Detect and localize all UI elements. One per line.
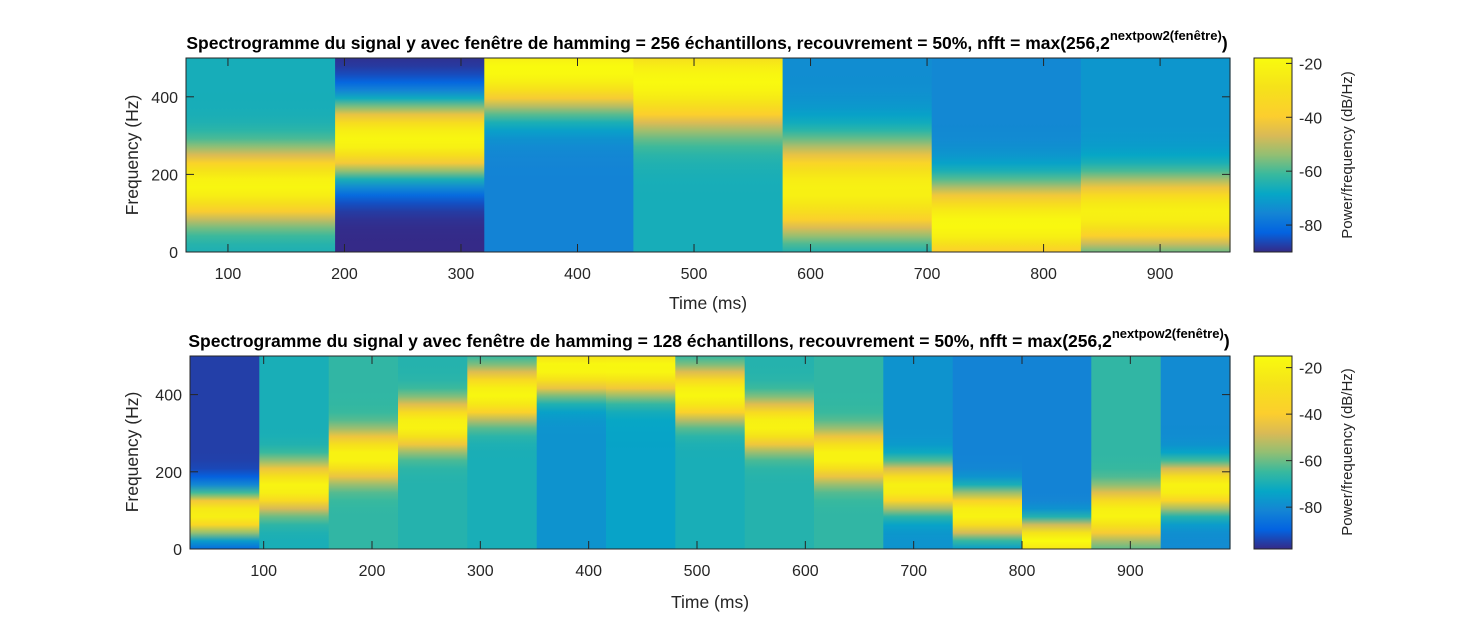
spectrogram-segment [633,58,784,252]
y-axis: 0 200 400 [151,90,1230,262]
colorbar-label: Power/frequency (dB/Hz) [1339,368,1356,536]
spectrogram-segment [814,356,884,549]
y-tick-label: 0 [169,245,178,262]
x-tick-label: 100 [250,563,277,580]
colorbar-tick-label: -80 [1299,218,1322,235]
spectrogram-segment [536,356,607,549]
spectrogram-segment [952,356,1023,549]
spectrogram-panel-256: Spectrogramme du signal y avec fenêtre d… [122,28,1356,313]
colorbar-label: Power/frequency (dB/Hz) [1339,71,1356,239]
colorbar-tick-label: -80 [1299,500,1322,517]
heatmap-area [190,356,1231,549]
colorbar-tick-label: -60 [1299,164,1322,181]
x-tick-label: 600 [792,563,819,580]
y-axis-label: Frequency (Hz) [122,392,142,513]
y-axis: 0 200 400 [155,388,1230,559]
spectrogram-segment [467,356,538,549]
y-tick-label: 400 [155,388,182,405]
y-tick-label: 200 [151,167,178,184]
x-tick-label: 400 [575,563,602,580]
x-tick-label: 400 [564,266,591,283]
x-axis-label: Time (ms) [669,293,747,313]
x-tick-label: 700 [900,563,927,580]
x-tick-label: 700 [914,266,941,283]
x-tick-label: 200 [331,266,358,283]
colorbar-tick-label: -20 [1299,361,1322,378]
spectrogram-panel-128: Spectrogramme du signal y avec fenêtre d… [122,326,1356,612]
spectrogram-segment [744,356,815,549]
spectrogram-segment [675,356,746,549]
spectrogram-segment [931,58,1082,252]
plot-frame [185,57,1231,253]
spectrogram-segment [398,356,468,549]
chart-title: Spectrogramme du signal y avec fenêtre d… [188,326,1229,351]
x-axis: 100 200 300 400 500 600 700 800 900 [250,356,1144,580]
colorbar-tick-label: -60 [1299,454,1322,471]
colorbar: -20 -40 -60 -80 Power/frequency (dB/Hz) [1253,56,1356,253]
x-tick-label: 900 [1117,563,1144,580]
spectrogram-segment [883,356,954,549]
x-tick-label: 100 [215,266,242,283]
colorbar-gradient [1253,355,1293,550]
x-tick-label: 800 [1009,563,1036,580]
y-axis-label: Frequency (Hz) [122,95,142,216]
x-axis-label: Time (ms) [671,592,749,612]
x-tick-label: 900 [1147,266,1174,283]
spectrogram-segment [1022,356,1092,549]
x-tick-label: 500 [681,266,708,283]
plot-frame [189,355,1231,550]
colorbar-ticks: -20 -40 -60 -80 [1286,56,1322,235]
colorbar-tick-label: -40 [1299,110,1322,127]
x-axis: 100 200 300 400 500 600 700 800 900 [215,58,1174,283]
spectrogram-segment [328,356,399,549]
x-tick-label: 200 [359,563,386,580]
colorbar-tick-label: -20 [1299,56,1322,73]
colorbar-tick-label: -40 [1299,407,1322,424]
y-tick-label: 200 [155,465,182,482]
spectrogram-segment [190,356,260,549]
colorbar: -20 -40 -60 -80 Power/frequency (dB/Hz) [1253,355,1356,550]
colorbar-gradient [1253,57,1293,253]
x-tick-label: 300 [448,266,475,283]
spectrogram-segment [1080,58,1231,252]
chart-title: Spectrogramme du signal y avec fenêtre d… [186,28,1227,53]
spectrogram-segment [484,58,634,252]
spectrogram-segment [1160,356,1231,549]
spectrogram-segment [259,356,330,549]
x-tick-label: 600 [797,266,824,283]
spectrogram-segment [782,58,933,252]
colorbar-ticks: -20 -40 -60 -80 [1286,361,1322,517]
spectrogram-segment [186,58,336,252]
y-tick-label: 400 [151,90,178,107]
x-tick-label: 800 [1030,266,1057,283]
y-tick-label: 0 [173,542,182,559]
x-tick-label: 300 [467,563,494,580]
spectrogram-segment [606,356,676,549]
x-tick-label: 500 [684,563,711,580]
heatmap-area [186,58,1231,252]
spectrogram-segment [1091,356,1162,549]
spectrogram-segment [335,58,485,252]
